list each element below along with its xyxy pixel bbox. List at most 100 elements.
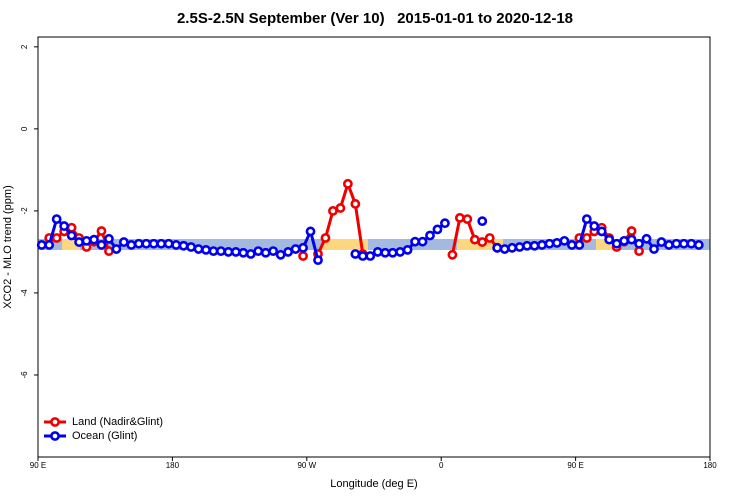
data-point	[671, 238, 682, 249]
data-point	[96, 240, 107, 250]
data-point	[611, 238, 622, 249]
data-point	[440, 218, 450, 229]
x-tick-label: 180	[166, 461, 180, 470]
data-point	[529, 240, 540, 251]
data-point	[268, 246, 279, 257]
data-point	[477, 216, 488, 227]
data-point	[111, 244, 122, 254]
data-point	[507, 242, 518, 253]
data-point	[499, 244, 510, 254]
x-tick-label: 90 W	[297, 461, 316, 470]
x-tick-label: 90 E	[567, 461, 583, 470]
data-point	[380, 247, 391, 258]
data-point	[596, 226, 607, 237]
legend-item: Ocean (Glint)	[44, 430, 137, 442]
data-point	[328, 206, 338, 216]
legend-item: Land (Nadir&Glint)	[44, 416, 163, 428]
data-point	[96, 226, 107, 236]
data-point	[89, 234, 99, 245]
data-point	[447, 249, 458, 260]
y-tick-label: 0	[20, 126, 29, 131]
data-point	[387, 247, 398, 258]
data-point	[230, 247, 241, 257]
legend-marker	[50, 417, 60, 427]
data-point	[305, 226, 316, 237]
data-point	[574, 240, 585, 250]
data-point	[604, 234, 615, 245]
data-point	[544, 238, 555, 249]
data-point	[425, 230, 435, 241]
data-point	[223, 247, 234, 257]
data-point	[581, 214, 592, 225]
data-point	[566, 240, 577, 250]
data-point	[238, 247, 249, 258]
land-band	[596, 239, 614, 250]
data-point	[275, 249, 286, 260]
data-point	[664, 240, 674, 250]
data-point	[283, 247, 294, 257]
series	[36, 214, 704, 266]
ocean-band	[38, 239, 710, 250]
data-point	[208, 246, 219, 257]
data-point	[51, 233, 62, 243]
data-point	[649, 244, 659, 254]
data-point	[514, 242, 525, 252]
data-point	[559, 235, 570, 246]
data-point	[156, 238, 167, 249]
chart-title: 2.5S-2.5N September (Ver 10) 2015-01-01 …	[177, 10, 573, 27]
data-point	[395, 247, 406, 257]
x-axis-label: Longitude (deg E)	[330, 478, 417, 490]
data-point	[36, 240, 47, 250]
y-tick-label: -4	[20, 289, 29, 297]
data-point	[454, 212, 465, 223]
data-point	[417, 236, 428, 247]
data-point	[522, 240, 532, 251]
data-point	[552, 237, 562, 248]
data-point	[350, 249, 361, 259]
y-tick-label: -2	[20, 207, 29, 215]
data-point	[74, 237, 84, 247]
data-point	[163, 238, 174, 249]
legend-label: Land (Nadir&Glint)	[72, 416, 163, 428]
data-point	[626, 226, 637, 236]
data-point	[350, 199, 361, 209]
y-tick-label: -6	[20, 371, 29, 379]
land-band	[62, 239, 80, 250]
data-point	[104, 246, 114, 257]
data-point	[66, 230, 77, 241]
data-point	[104, 233, 114, 244]
data-point	[402, 244, 413, 255]
x-tick-label: 90 E	[30, 461, 46, 470]
data-point	[253, 246, 264, 257]
data-point	[372, 247, 383, 257]
legend-marker	[50, 431, 60, 441]
data-point	[290, 244, 301, 254]
data-point	[44, 240, 55, 250]
y-axis-label: XCO2 - MLO trend (ppm)	[2, 185, 14, 308]
data-point	[141, 238, 152, 249]
data-point	[641, 233, 652, 244]
data-point	[357, 251, 368, 261]
data-point	[619, 235, 630, 246]
data-point	[342, 178, 353, 189]
data-point	[537, 240, 547, 250]
data-point	[298, 251, 308, 261]
data-point	[171, 240, 182, 250]
data-point	[365, 251, 376, 261]
data-point	[133, 238, 144, 249]
data-point	[432, 224, 443, 235]
data-point	[148, 238, 159, 249]
data-point	[686, 238, 697, 249]
data-point	[186, 242, 196, 252]
data-point	[51, 214, 62, 225]
data-point	[178, 240, 189, 251]
data-point	[193, 244, 204, 254]
data-point	[201, 244, 211, 255]
data-point	[469, 234, 480, 245]
data-point	[626, 234, 637, 245]
x-tick-label: 0	[439, 461, 444, 470]
data-point	[678, 238, 689, 249]
data-point	[59, 221, 70, 231]
data-point	[634, 238, 644, 249]
